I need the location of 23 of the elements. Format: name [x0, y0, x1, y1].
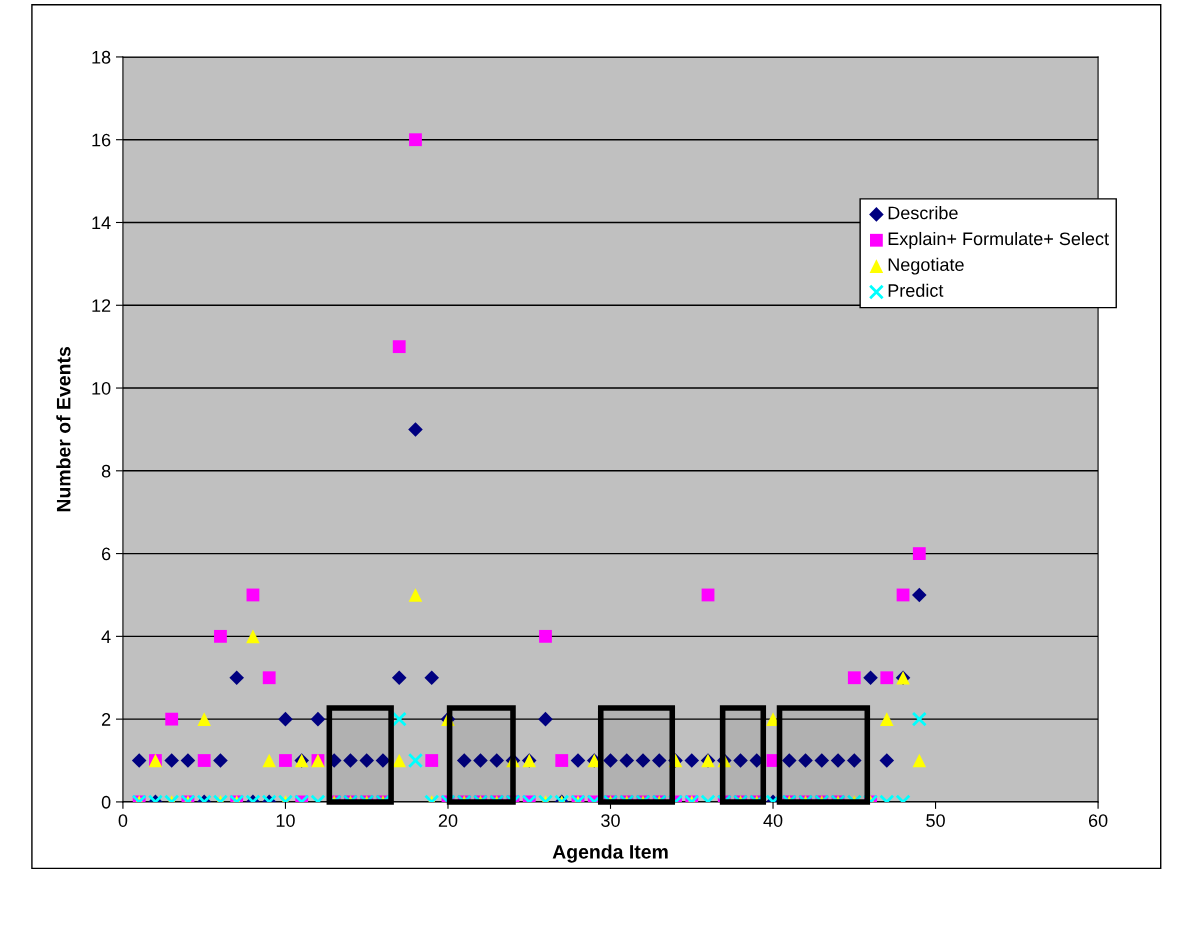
- y-tick-label: 18: [92, 50, 111, 64]
- x-tick-label: 30: [601, 814, 620, 827]
- legend-label: Describe: [888, 206, 958, 220]
- legend-label: Explain+ Formulate+ Select: [888, 231, 1109, 249]
- y-tick-label: 0: [101, 795, 111, 809]
- y-tick-label: 14: [92, 216, 111, 230]
- x-tick-label: 20: [438, 814, 458, 827]
- x-tick-label: 0: [118, 814, 128, 827]
- y-tick-label: 2: [101, 713, 111, 726]
- y-tick-label: 12: [92, 299, 111, 312]
- x-axis-title: Agenda Item: [552, 844, 668, 863]
- y-tick-label: 6: [102, 547, 111, 561]
- x-tick-label: 60: [1088, 814, 1108, 827]
- legend-label: Predict: [888, 283, 944, 297]
- x-tick-label: 50: [926, 814, 945, 827]
- x-tick-label: 10: [276, 814, 295, 827]
- y-tick-label: 4: [101, 630, 111, 643]
- y-tick-label: 10: [92, 381, 111, 395]
- x-tick-label: 40: [763, 814, 783, 827]
- legend-label: Negotiate: [888, 257, 964, 275]
- y-axis-title: Number of Events: [56, 347, 71, 512]
- y-tick-label: 8: [101, 464, 111, 478]
- y-tick-label: 16: [92, 133, 111, 147]
